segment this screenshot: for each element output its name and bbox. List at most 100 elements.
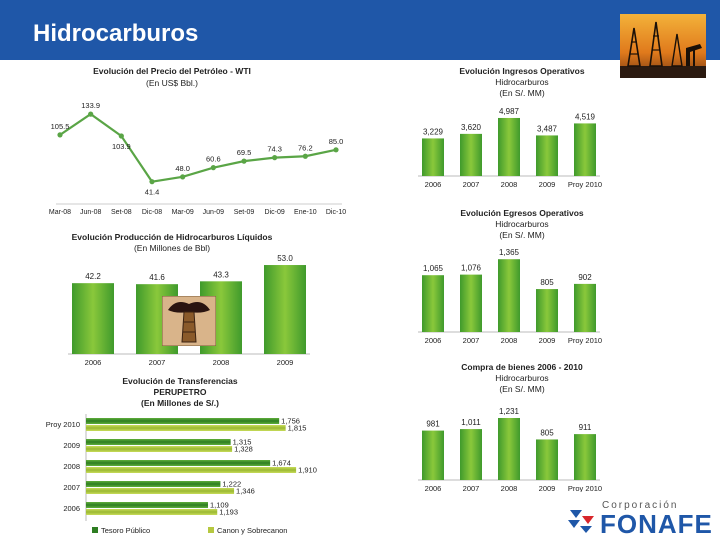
data-label: 85.0: [329, 137, 344, 146]
chart-subtitle: Hidrocarburos: [495, 77, 548, 87]
legend-swatch: [208, 527, 214, 533]
bar-canon: [86, 425, 286, 431]
data-label: 53.0: [277, 254, 293, 263]
chart-title: Evolución Producción de Hidrocarburos Lí…: [72, 232, 273, 242]
chart-title: Evolución del Precio del Petróleo - WTI: [93, 66, 251, 76]
chart-title: Evolución Egresos Operativos: [460, 208, 584, 218]
data-label: 1,222: [222, 480, 241, 489]
chart-title: Evolución Ingresos Operativos: [459, 66, 584, 76]
bar-tesoro: [86, 460, 271, 466]
bar-2009: [536, 439, 558, 480]
header-bar: Hidrocarburos: [0, 0, 720, 60]
logo-main-text: FONAFE: [600, 509, 713, 539]
data-label: 1,815: [288, 424, 307, 433]
tick-label: 2007: [149, 358, 166, 367]
bar-2009: [536, 289, 558, 332]
legend-label: Tesoro Público: [101, 526, 150, 535]
data-label: 41.6: [149, 273, 165, 282]
tick-label: 2008: [501, 336, 518, 345]
bar-proy-2010: [574, 123, 596, 176]
data-label: 1,193: [219, 508, 238, 517]
data-label: 1,674: [272, 459, 291, 468]
tick-label: Mar-09: [172, 209, 194, 214]
bar-2008: [498, 259, 520, 332]
bar-2008: [498, 417, 520, 480]
tick-label: Dic-10: [326, 209, 346, 214]
data-label: 1,065: [423, 264, 444, 273]
chart-unit: (En S/. MM): [499, 230, 545, 240]
data-label: 43.3: [213, 270, 229, 279]
legend-label: Canon y Sobrecanon: [217, 526, 287, 535]
tick-label: 2007: [463, 336, 480, 345]
data-point: [272, 155, 278, 161]
tick-label: 2008: [213, 358, 230, 367]
tick-label: 2009: [539, 484, 556, 492]
compra-bienes-chart: Compra de bienes 2006 - 2010 Hidrocarburo…: [412, 360, 628, 492]
tick-label: Dic-09: [265, 209, 285, 214]
bar-2007: [460, 274, 482, 332]
tick-label: Dic-08: [142, 209, 162, 214]
bar-2009: [536, 135, 558, 176]
tick-label: 2008: [501, 484, 518, 492]
tick-label: Jun-08: [80, 209, 102, 214]
data-label: 1,910: [298, 466, 317, 475]
data-label: 1,365: [499, 248, 520, 257]
data-label: 105.5: [51, 122, 70, 131]
data-label: 1,231: [499, 407, 520, 416]
bar-canon: [86, 488, 235, 494]
chart-title: Evolución de Transferencias: [122, 376, 238, 386]
chart-subtitle: PERUPETRO: [154, 387, 207, 397]
data-point: [210, 165, 216, 171]
tick-label: 2006: [63, 504, 80, 513]
tick-label: Set-09: [234, 209, 255, 214]
data-label: 1,076: [461, 264, 482, 273]
data-point: [241, 158, 247, 164]
transferencias-chart: Evolución de Transferencias PERUPETRO (En …: [30, 374, 340, 538]
bar-2008: [498, 117, 520, 176]
data-label: 1,011: [461, 418, 481, 427]
tick-label: 2009: [539, 336, 556, 345]
data-label: 1,346: [236, 487, 255, 496]
chart-subtitle: Hidrocarburos: [495, 219, 548, 229]
data-label: 902: [578, 273, 592, 282]
tick-label: 2007: [463, 180, 480, 189]
data-label: 69.5: [237, 148, 252, 157]
tick-label: 2006: [425, 336, 442, 345]
data-label: 3,229: [423, 127, 444, 136]
bar-tesoro: [86, 481, 221, 487]
logo-top-text: Corporación: [602, 500, 679, 511]
data-label: 1,328: [234, 445, 253, 454]
bar-canon: [86, 467, 297, 473]
tick-label: 2006: [425, 180, 442, 189]
oil-spill-image: [162, 296, 216, 346]
tick-label: 2006: [425, 484, 442, 492]
bar-proy-2010: [574, 434, 596, 480]
tick-label: Proy 2010: [568, 336, 602, 345]
egresos-chart: Evolución Egresos Operativos Hidrocarburo…: [412, 206, 628, 346]
data-label: 1,315: [233, 438, 252, 447]
data-label: 1,109: [210, 501, 229, 510]
tick-label: 2007: [463, 484, 480, 492]
chart-unit: (En Millones de S/.): [141, 398, 219, 408]
bar-canon: [86, 509, 218, 515]
chart-title: Compra de bienes 2006 - 2010: [461, 362, 583, 372]
bar-2009: [264, 265, 306, 354]
tick-label: Mar-08: [49, 209, 71, 214]
bar-2006: [422, 138, 444, 176]
data-label: 4,519: [575, 112, 596, 121]
data-label: 74.3: [267, 145, 282, 154]
data-point: [333, 147, 339, 153]
bar-2007: [460, 133, 482, 176]
chart-subtitle: (En US$ Bbl.): [146, 78, 198, 88]
bar-2006: [72, 283, 114, 354]
data-label: 76.2: [298, 143, 313, 152]
data-label: 42.2: [85, 272, 101, 281]
oil-rig-image: [620, 14, 706, 78]
data-label: 3,620: [461, 123, 482, 132]
tick-label: Proy 2010: [568, 484, 602, 492]
tick-label: 2009: [63, 441, 80, 450]
series-line: [59, 112, 337, 183]
tick-label: Ene-10: [294, 209, 317, 214]
bar-2006: [422, 430, 444, 480]
bar-2006: [422, 275, 444, 332]
